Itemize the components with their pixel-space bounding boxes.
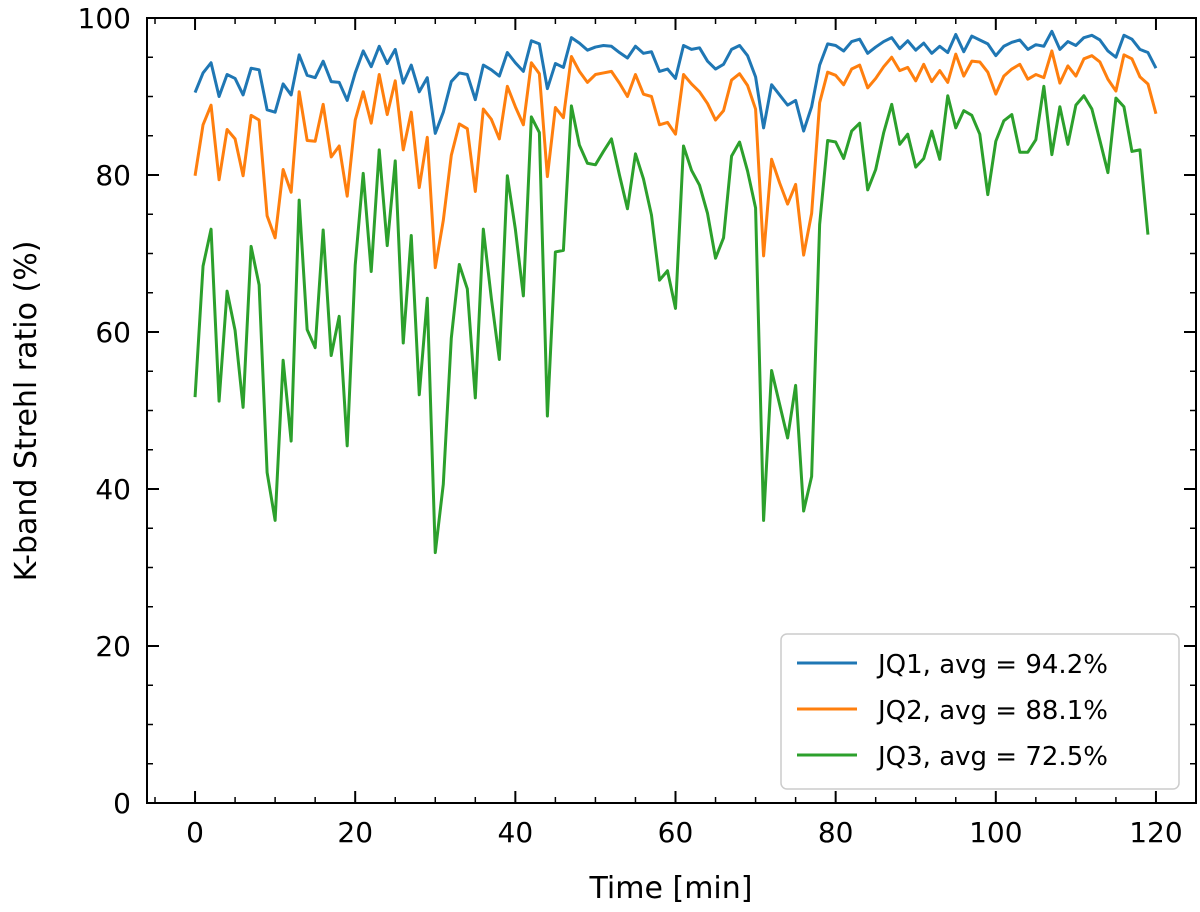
y-axis-label: K-band Strehl ratio (%) <box>9 241 44 582</box>
series-layer <box>193 29 1158 555</box>
x-tick-label: 100 <box>969 816 1022 849</box>
y-tick-label: 100 <box>78 2 131 35</box>
x-tick-label: 0 <box>186 816 204 849</box>
legend-label-jq3: JQ3, avg = 72.5% <box>876 742 1108 772</box>
series-line-2 <box>193 49 1158 270</box>
legend-label-jq2: JQ2, avg = 88.1% <box>876 696 1108 726</box>
y-tick-label: 40 <box>95 473 131 506</box>
series-line-1 <box>193 29 1158 135</box>
ticks-layer <box>147 17 1197 804</box>
x-tick-label: 60 <box>658 816 694 849</box>
y-tick-label: 20 <box>95 630 131 663</box>
y-tick-label: 0 <box>113 787 131 820</box>
x-axis-label: Time [min] <box>589 871 753 906</box>
y-tick-label: 60 <box>95 316 131 349</box>
legend: JQ1, avg = 94.2% JQ2, avg = 88.1% JQ3, a… <box>780 633 1180 790</box>
x-tick-label: 120 <box>1129 816 1182 849</box>
x-tick-label: 40 <box>498 816 534 849</box>
series-line-3 <box>193 84 1150 555</box>
y-tick-label: 80 <box>95 159 131 192</box>
legend-box <box>780 633 1180 790</box>
legend-label-jq1: JQ1, avg = 94.2% <box>876 650 1108 680</box>
tick-labels-layer: 0 20 40 60 80 100 120 0 20 40 60 80 100 <box>78 2 1183 849</box>
x-tick-label: 80 <box>818 816 854 849</box>
x-tick-label: 20 <box>337 816 373 849</box>
